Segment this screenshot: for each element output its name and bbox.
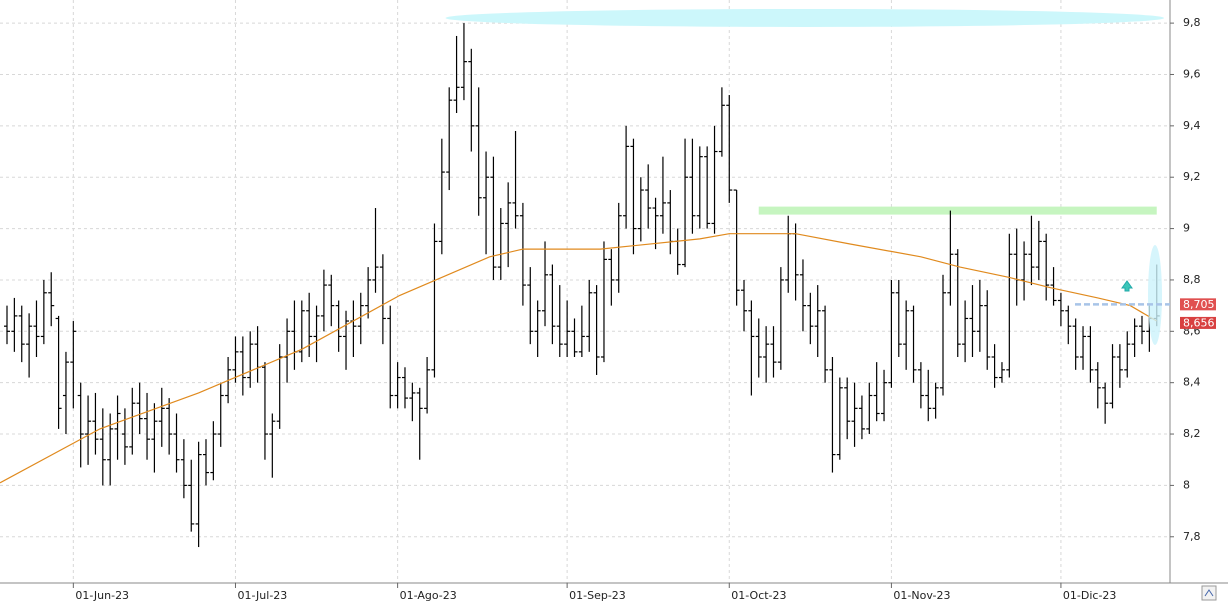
corner-button[interactable]	[1201, 585, 1217, 601]
y-tick-label: 9,4	[1183, 119, 1201, 132]
x-tick-label: 01-Ago-23	[400, 589, 457, 602]
y-tick-label: 8	[1183, 478, 1190, 491]
x-tick-label: 01-Nov-23	[893, 589, 950, 602]
moving-average	[0, 233, 1158, 484]
x-tick-label: 01-Jun-23	[75, 589, 129, 602]
x-tick-label: 01-Sep-23	[569, 589, 626, 602]
y-tick-label: 8,2	[1183, 427, 1201, 440]
y-tick-label: 9	[1183, 222, 1190, 235]
resistance-band	[758, 206, 1157, 215]
corner-icon	[1204, 589, 1214, 597]
y-tick-label: 9,2	[1183, 170, 1201, 183]
x-tick-label: 01-Dic-23	[1063, 589, 1117, 602]
price-label-box	[1180, 316, 1216, 329]
price-label: 8,656	[1183, 316, 1215, 329]
y-tick-label: 8,8	[1183, 273, 1201, 286]
price-label: 8,705	[1183, 298, 1215, 311]
x-tick-label: 01-Jul-23	[237, 589, 287, 602]
up-arrow	[1121, 280, 1133, 292]
plot-area	[0, 0, 1170, 583]
resistance-ellipse	[445, 8, 1165, 27]
y-tick-label: 9,8	[1183, 16, 1201, 29]
vertical-ellipse	[1148, 245, 1162, 345]
y-tick-label: 7,8	[1183, 530, 1201, 543]
price-label-box	[1180, 298, 1216, 311]
y-tick-label: 8,4	[1183, 376, 1201, 389]
x-tick-label: 01-Oct-23	[731, 589, 786, 602]
y-tick-label: 9,6	[1183, 67, 1201, 80]
